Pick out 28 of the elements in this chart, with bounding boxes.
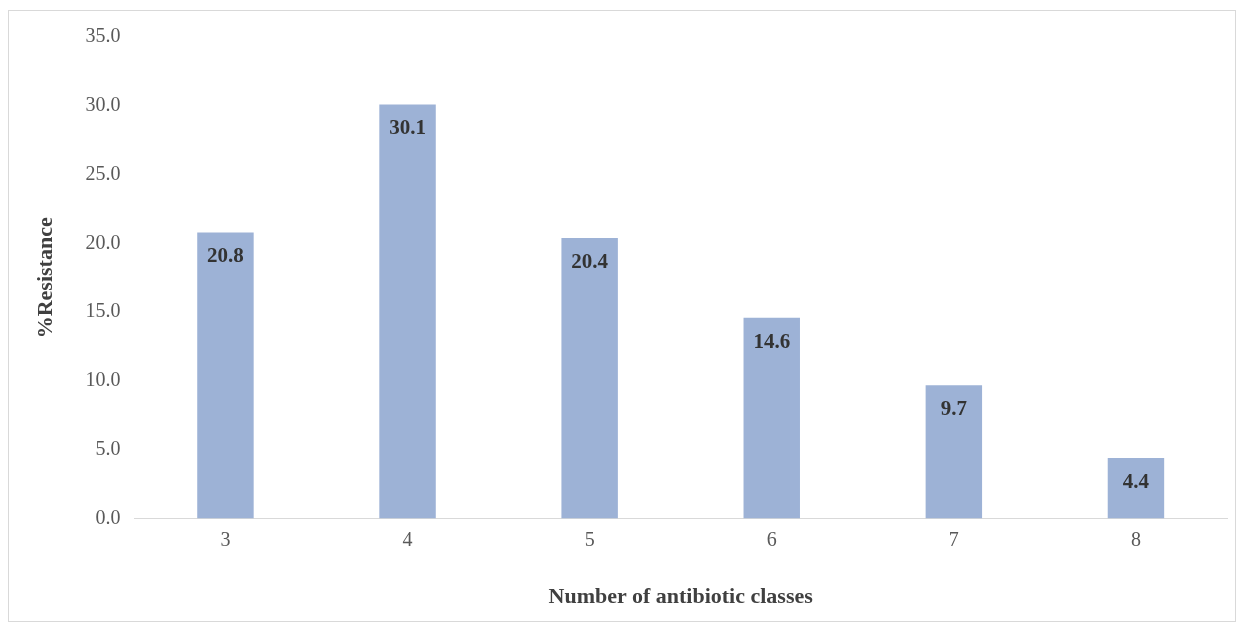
x-tick-label: 3 [220,527,231,550]
bar [379,104,436,519]
bar [743,317,800,519]
bar [561,237,618,519]
data-label: 20.4 [571,248,609,273]
data-label: 14.6 [753,328,791,353]
y-tick-label: 25.0 [85,161,121,184]
data-label: 9.7 [940,396,967,421]
y-tick-label: 30.0 [85,93,121,116]
bar [925,385,983,519]
y-tick-label: 5.0 [95,437,121,460]
x-tick-label: 7 [948,527,959,550]
x-tick-label: 8 [1130,527,1141,550]
y-tick-label: 20.0 [85,230,121,253]
y-tick-label: 35.0 [85,24,121,47]
x-tick-label: 5 [584,527,595,550]
data-label: 4.4 [1122,468,1150,493]
bar [1107,458,1165,519]
data-label: 30.1 [389,115,426,140]
y-axis-title: %Resistance [31,217,57,339]
x-axis-title: Number of antibiotic classes [548,583,814,609]
x-tick-label: 4 [402,527,413,550]
y-tick-label: 0.0 [95,505,121,528]
y-tick-label: 10.0 [85,368,121,391]
x-tick-label: 6 [766,527,777,550]
y-tick-label: 15.0 [85,299,121,322]
data-label: 20.8 [207,243,244,268]
bar [197,232,254,519]
